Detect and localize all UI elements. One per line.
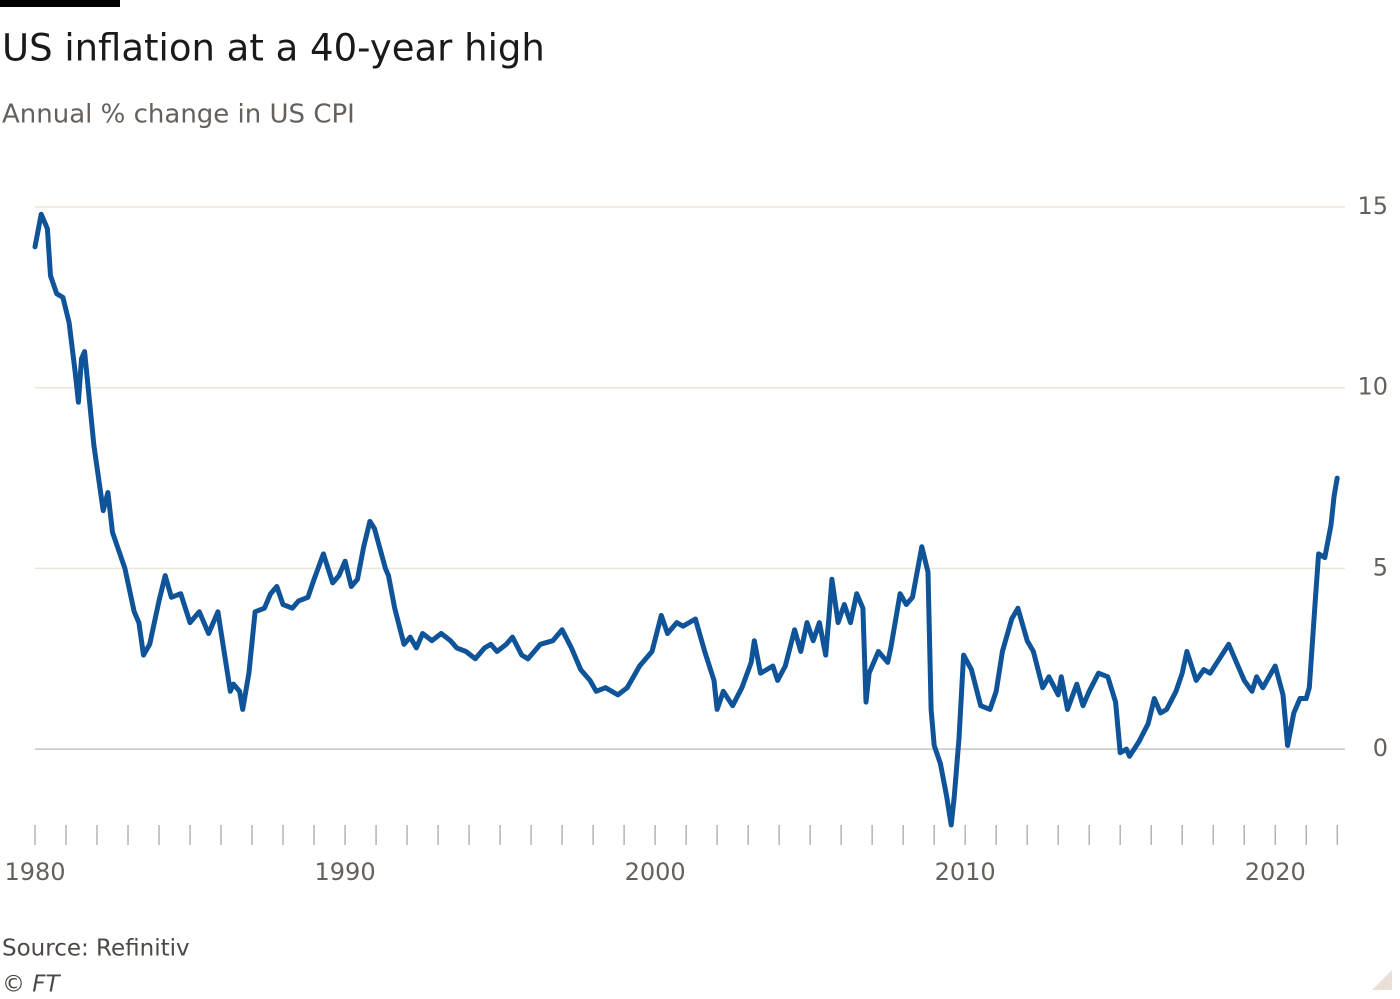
x-tick-label: 2020 xyxy=(1245,858,1306,886)
corner-mark xyxy=(1372,970,1392,990)
x-tick-label: 1990 xyxy=(315,858,376,886)
x-tick-label: 2010 xyxy=(935,858,996,886)
y-tick-label: 15 xyxy=(1357,192,1388,220)
x-tick-label: 2000 xyxy=(625,858,686,886)
header-bar xyxy=(0,0,120,7)
x-tick-label: 1980 xyxy=(4,858,65,886)
source: Source: Refinitiv xyxy=(2,936,190,962)
chart-subtitle: Annual % change in US CPI xyxy=(2,100,355,130)
y-tick-label: 0 xyxy=(1373,734,1388,762)
credit: © FT xyxy=(2,972,62,998)
y-tick-label: 10 xyxy=(1357,373,1388,401)
cpi-line xyxy=(32,211,1340,828)
chart-title: US inflation at a 40-year high xyxy=(2,27,545,70)
y-tick-label: 5 xyxy=(1373,553,1388,581)
